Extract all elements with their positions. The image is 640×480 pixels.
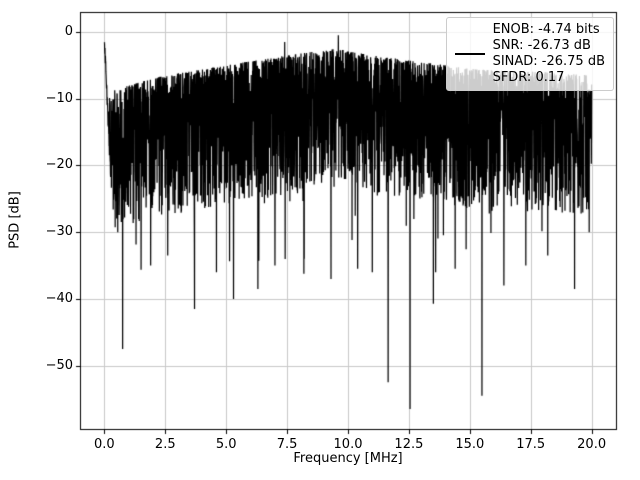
legend-line-sample-icon — [454, 53, 485, 55]
x-tick-label: 20.0 — [577, 437, 607, 452]
legend-text: ENOB: -4.74 bits SNR: -26.73 dB SINAD: -… — [493, 22, 605, 86]
x-tick-label: 5.0 — [215, 437, 237, 452]
x-tick-label: 0.0 — [94, 437, 115, 452]
legend-line-sfdr: SFDR: 0.17 — [492, 70, 565, 85]
y-tick-label: −10 — [45, 90, 73, 106]
x-tick-label: 2.5 — [154, 437, 176, 452]
x-tick-label: 10.0 — [333, 437, 363, 452]
legend-line-snr: SNR: -26.73 dB — [492, 38, 591, 53]
x-tick-label: 12.5 — [394, 437, 424, 452]
y-tick-label: −20 — [45, 157, 73, 173]
x-tick-label: 7.5 — [276, 437, 298, 452]
legend-line-enob: ENOB: -4.74 bits — [492, 22, 600, 37]
y-tick-label: −50 — [45, 357, 73, 373]
y-tick-label: −30 — [45, 223, 73, 239]
y-tick-label: 0 — [64, 23, 73, 39]
x-tick-label: 17.5 — [516, 437, 546, 452]
y-axis-label: PSD [dB] — [7, 191, 23, 249]
legend-line-sinad: SINAD: -26.75 dB — [492, 54, 605, 69]
x-axis-label: Frequency [MHz] — [293, 451, 403, 466]
legend: ENOB: -4.74 bits SNR: -26.73 dB SINAD: -… — [445, 17, 614, 91]
y-tick-label: −40 — [45, 290, 73, 306]
x-tick-label: 15.0 — [455, 437, 485, 452]
